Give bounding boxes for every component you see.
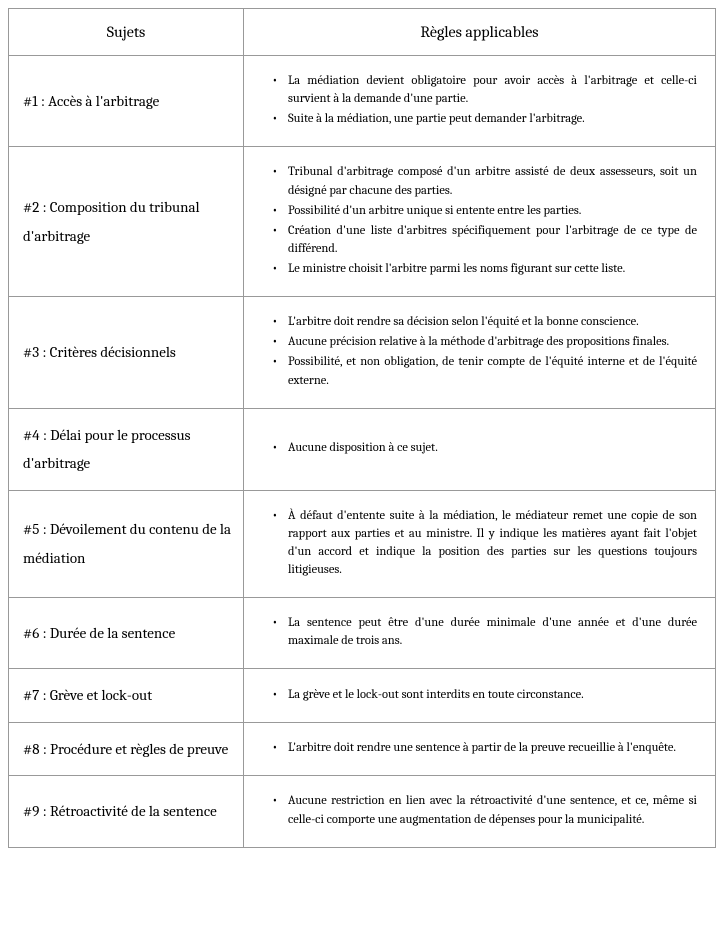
subject-cell: #8 : Procédure et règles de preuve (9, 722, 244, 776)
rule-item: Aucune restriction en lien avec la rétro… (254, 792, 697, 828)
rules-list: Aucune disposition à ce sujet. (254, 439, 697, 457)
table-row: #1 : Accès à l'arbitrage La médiation dev… (9, 56, 716, 147)
rule-item: Création d'une liste d'arbitres spécifiq… (254, 222, 697, 258)
rule-item: Possibilité d'un arbitre unique si enten… (254, 202, 697, 220)
table-row: #7 : Grève et lock-out La grève et le loc… (9, 669, 716, 723)
rules-table: Sujets Règles applicables #1 : Accès à l… (8, 8, 716, 848)
table-row: #5 : Dévoilement du contenu de la médiat… (9, 490, 716, 598)
table-row: #3 : Critères décisionnels L'arbitre doit… (9, 297, 716, 409)
subject-cell: #3 : Critères décisionnels (9, 297, 244, 409)
header-rules: Règles applicables (244, 9, 716, 56)
subject-cell: #5 : Dévoilement du contenu de la médiat… (9, 490, 244, 598)
rule-item: Le ministre choisit l'arbitre parmi les … (254, 260, 697, 278)
rule-item: L'arbitre doit rendre sa décision selon … (254, 313, 697, 331)
rule-item: À défaut d'entente suite à la médiation,… (254, 507, 697, 580)
header-subject: Sujets (9, 9, 244, 56)
rules-list: L'arbitre doit rendre sa décision selon … (254, 313, 697, 390)
subject-cell: #4 : Délai pour le processus d'arbitrage (9, 408, 244, 490)
rule-item: L'arbitre doit rendre une sentence à par… (254, 739, 697, 757)
rules-cell: La sentence peut être d'une durée minima… (244, 598, 716, 669)
rules-cell: Tribunal d'arbitrage composé d'un arbitr… (244, 147, 716, 297)
rules-list: La grève et le lock-out sont interdits e… (254, 686, 697, 704)
rules-cell: Aucune restriction en lien avec la rétro… (244, 776, 716, 847)
rules-cell: Aucune disposition à ce sujet. (244, 408, 716, 490)
table-row: #6 : Durée de la sentence La sentence peu… (9, 598, 716, 669)
rules-cell: La médiation devient obligatoire pour av… (244, 56, 716, 147)
rules-list: La médiation devient obligatoire pour av… (254, 72, 697, 128)
rules-list: Tribunal d'arbitrage composé d'un arbitr… (254, 163, 697, 278)
subject-cell: #7 : Grève et lock-out (9, 669, 244, 723)
table-row: #8 : Procédure et règles de preuve L'arbi… (9, 722, 716, 776)
rules-list: Aucune restriction en lien avec la rétro… (254, 792, 697, 828)
rules-cell: À défaut d'entente suite à la médiation,… (244, 490, 716, 598)
rule-item: Tribunal d'arbitrage composé d'un arbitr… (254, 163, 697, 199)
rule-item: La médiation devient obligatoire pour av… (254, 72, 697, 108)
rule-item: Aucune disposition à ce sujet. (254, 439, 697, 457)
table-row: #9 : Rétroactivité de la sentence Aucune … (9, 776, 716, 847)
subject-cell: #1 : Accès à l'arbitrage (9, 56, 244, 147)
rule-item: La grève et le lock-out sont interdits e… (254, 686, 697, 704)
table-row: #2 : Composition du tribunal d'arbitrage… (9, 147, 716, 297)
subject-cell: #6 : Durée de la sentence (9, 598, 244, 669)
rules-cell: L'arbitre doit rendre sa décision selon … (244, 297, 716, 409)
rules-list: L'arbitre doit rendre une sentence à par… (254, 739, 697, 757)
table-row: #4 : Délai pour le processus d'arbitrage… (9, 408, 716, 490)
rule-item: Aucune précision relative à la méthode d… (254, 333, 697, 351)
rule-item: Suite à la médiation, une partie peut de… (254, 110, 697, 128)
rule-item: La sentence peut être d'une durée minima… (254, 614, 697, 650)
rule-item: Possibilité, et non obligation, de tenir… (254, 353, 697, 389)
rules-cell: La grève et le lock-out sont interdits e… (244, 669, 716, 723)
subject-cell: #2 : Composition du tribunal d'arbitrage (9, 147, 244, 297)
rules-list: La sentence peut être d'une durée minima… (254, 614, 697, 650)
table-header-row: Sujets Règles applicables (9, 9, 716, 56)
rules-list: À défaut d'entente suite à la médiation,… (254, 507, 697, 580)
rules-cell: L'arbitre doit rendre une sentence à par… (244, 722, 716, 776)
subject-cell: #9 : Rétroactivité de la sentence (9, 776, 244, 847)
